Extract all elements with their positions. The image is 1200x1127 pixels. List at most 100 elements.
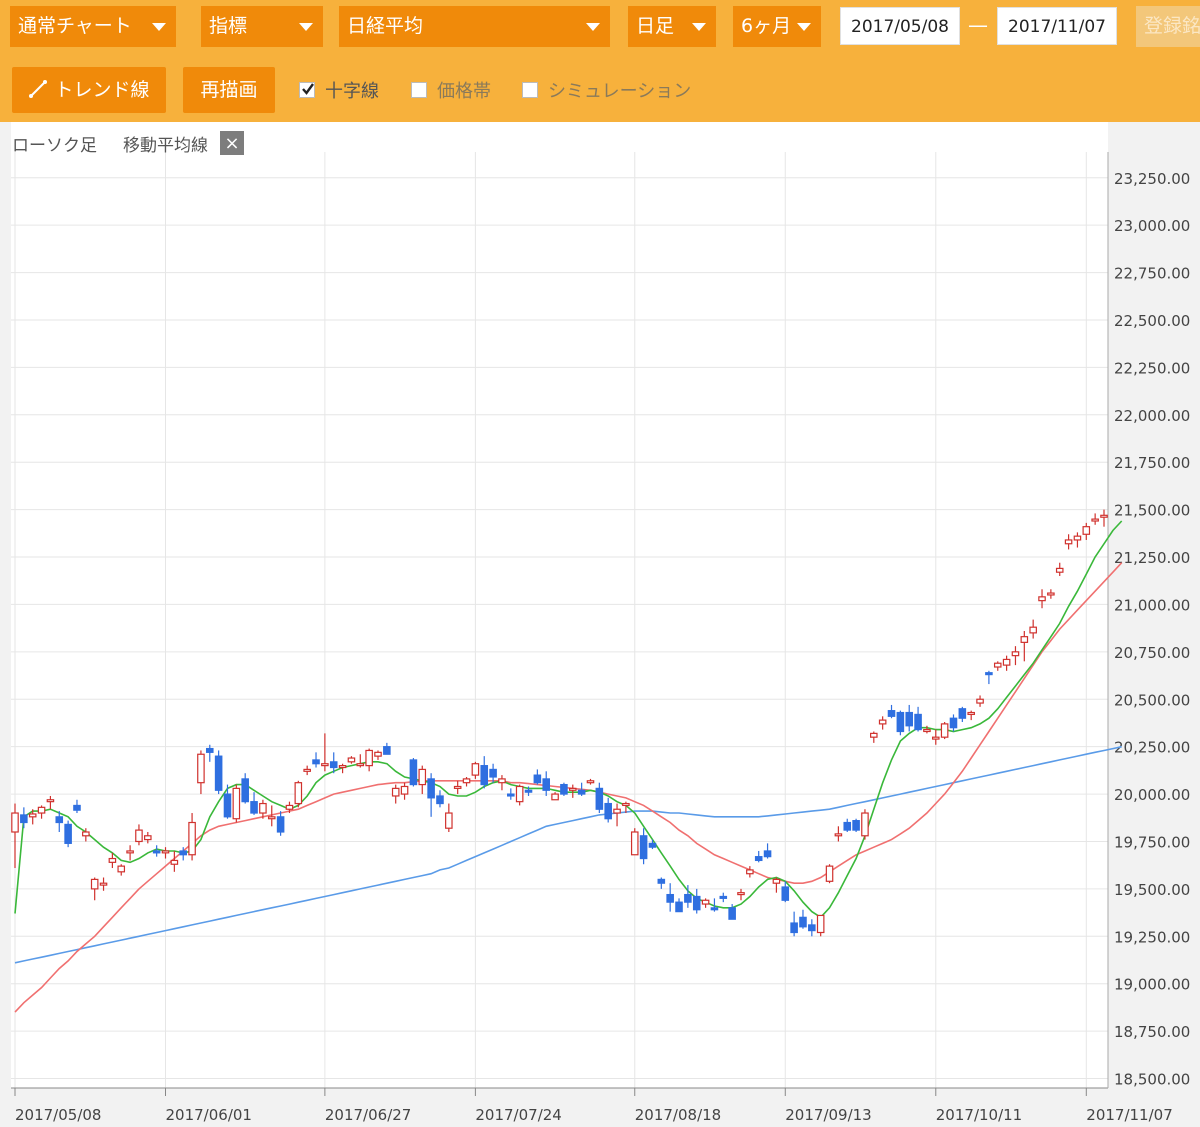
candle-body bbox=[692, 895, 701, 911]
candle-body bbox=[489, 768, 497, 778]
candle-body bbox=[197, 753, 205, 784]
index-dropdown[interactable]: 日経平均 bbox=[339, 6, 610, 47]
candle-body bbox=[684, 893, 692, 903]
candle-body bbox=[958, 708, 967, 719]
y-tick-label: 21,000.00 bbox=[1114, 596, 1190, 614]
candle-body bbox=[347, 757, 356, 763]
candle-body bbox=[1064, 539, 1073, 545]
interval-dropdown[interactable]: 日足 bbox=[628, 6, 716, 47]
candle-body bbox=[834, 833, 843, 837]
candle-body bbox=[878, 719, 887, 725]
chevron-down-icon bbox=[152, 23, 166, 31]
candle-body bbox=[1020, 636, 1029, 643]
y-tick-label: 23,250.00 bbox=[1114, 170, 1190, 188]
price-band-checkbox[interactable]: 価格帯 bbox=[411, 80, 491, 102]
candle-body bbox=[931, 736, 940, 740]
to-date-input[interactable]: 2017/11/07 bbox=[997, 7, 1117, 45]
candle-body bbox=[1073, 535, 1082, 541]
candle-body bbox=[409, 759, 418, 786]
y-tick-label: 20,750.00 bbox=[1114, 644, 1190, 662]
chart-type-label: 通常チャート bbox=[18, 15, 132, 37]
period-dropdown[interactable]: 6ヶ月 bbox=[733, 6, 821, 47]
candle-body bbox=[976, 698, 984, 704]
candle-body bbox=[64, 823, 72, 844]
simulation-checkbox[interactable]: シミュレーション bbox=[522, 80, 691, 102]
chart-type-dropdown[interactable]: 通常チャート bbox=[10, 6, 176, 47]
candle-body bbox=[321, 763, 329, 767]
crosshair-checkbox[interactable]: 十字線 bbox=[299, 80, 379, 102]
candle-body bbox=[613, 808, 621, 814]
redraw-button[interactable]: 再描画 bbox=[183, 67, 275, 113]
candle-body bbox=[1011, 651, 1020, 657]
candle-body bbox=[728, 907, 736, 920]
candle-body bbox=[843, 821, 852, 831]
ma25-line bbox=[14, 562, 1123, 1013]
interval-label: 日足 bbox=[636, 15, 675, 37]
candle-body bbox=[648, 842, 657, 848]
candle-body bbox=[1002, 658, 1011, 666]
legend-candles: ローソク足 bbox=[12, 135, 97, 156]
candle-body bbox=[781, 886, 790, 901]
candle-body bbox=[524, 789, 533, 793]
candle-body bbox=[887, 710, 896, 717]
candle-body bbox=[657, 878, 666, 884]
candle-body bbox=[400, 785, 409, 795]
price-band-label: 価格帯 bbox=[437, 81, 491, 102]
from-date-input[interactable]: 2017/05/08 bbox=[840, 7, 960, 45]
y-tick-label: 19,750.00 bbox=[1114, 833, 1190, 851]
candle-body bbox=[391, 787, 400, 797]
candle-body bbox=[630, 831, 639, 856]
trend-line-button[interactable]: トレンド線 bbox=[12, 67, 166, 113]
candle-body bbox=[161, 850, 170, 854]
candle-body bbox=[737, 892, 745, 896]
indicator-label: 指標 bbox=[209, 15, 248, 37]
register-button[interactable]: 登録銘柄 bbox=[1136, 6, 1200, 47]
chevron-down-icon bbox=[692, 23, 706, 31]
candle-body bbox=[188, 821, 196, 856]
x-tick-label: 2017/06/01 bbox=[166, 1106, 252, 1124]
candle-body bbox=[383, 746, 391, 755]
candle-body bbox=[20, 814, 28, 824]
close-icon[interactable]: × bbox=[220, 131, 244, 155]
y-tick-label: 18,750.00 bbox=[1114, 1023, 1190, 1041]
candle-body bbox=[152, 850, 161, 854]
candle-body bbox=[604, 802, 612, 820]
candle-body bbox=[259, 802, 267, 814]
candle-body bbox=[772, 878, 781, 884]
candle-body bbox=[560, 783, 568, 795]
range-separator: — bbox=[968, 13, 988, 37]
candle-body bbox=[701, 899, 710, 905]
candle-body bbox=[808, 924, 816, 932]
candle-body bbox=[790, 922, 798, 934]
candle-body bbox=[905, 711, 914, 727]
candle-body bbox=[46, 799, 55, 803]
candle-body bbox=[949, 717, 958, 729]
candle-body bbox=[179, 850, 188, 856]
candle-body bbox=[914, 713, 922, 731]
candlestick-chart[interactable]: 23,250.00 23,000.00 22,750.00 22,500.00 22,2… bbox=[0, 122, 1200, 1127]
candle-body bbox=[117, 865, 126, 873]
chevron-down-icon bbox=[299, 23, 313, 31]
candle-body bbox=[498, 778, 506, 784]
candle-body bbox=[329, 761, 338, 769]
candle-body bbox=[816, 914, 825, 934]
plot-background bbox=[11, 122, 1108, 1088]
y-tick-label: 19,250.00 bbox=[1114, 928, 1190, 946]
candle-body bbox=[746, 869, 754, 875]
candle-body bbox=[896, 711, 905, 733]
y-tick-label: 22,000.00 bbox=[1114, 407, 1190, 425]
candle-body bbox=[294, 782, 303, 805]
y-tick-label: 19,000.00 bbox=[1114, 976, 1190, 994]
checkbox-empty-icon bbox=[411, 82, 427, 98]
x-tick-label: 2017/08/18 bbox=[635, 1106, 721, 1124]
indicator-dropdown[interactable]: 指標 bbox=[201, 6, 323, 47]
candle-body bbox=[232, 787, 241, 820]
candle-body bbox=[754, 856, 763, 862]
candle-body bbox=[108, 857, 117, 863]
candle-body bbox=[214, 755, 223, 791]
chevron-down-icon bbox=[797, 23, 811, 31]
ma75-line bbox=[14, 745, 1122, 964]
candle-body bbox=[445, 812, 453, 829]
candle-body bbox=[99, 882, 108, 886]
candle-body bbox=[170, 859, 179, 865]
